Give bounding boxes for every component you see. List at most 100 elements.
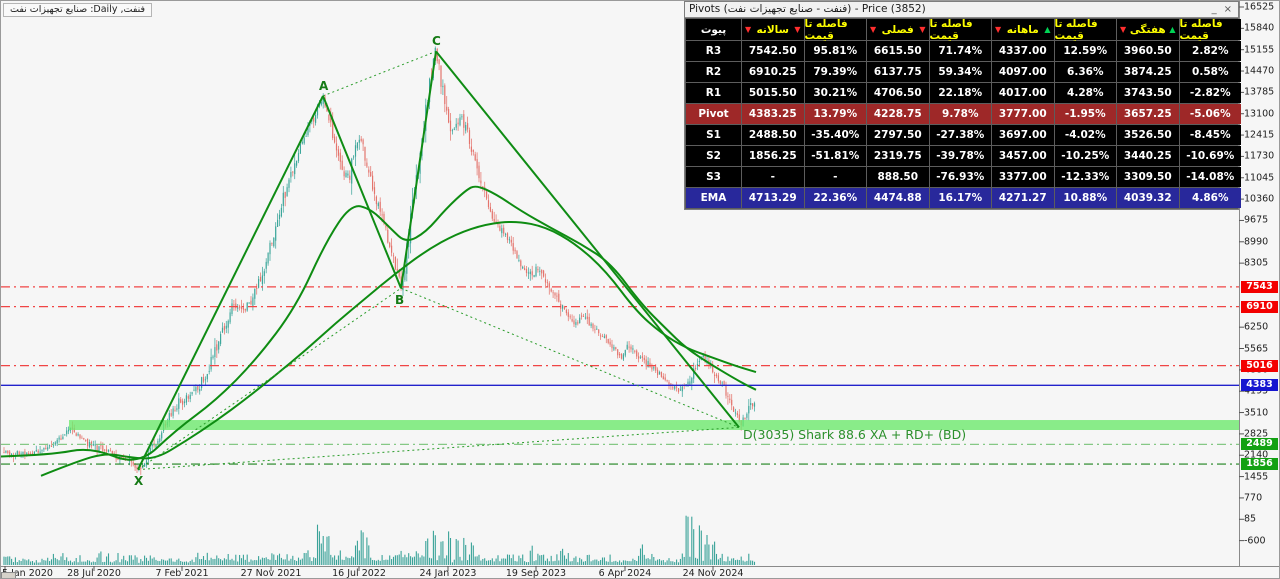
pivots-panel-titlebar[interactable]: Pivots (فنفت - صنايع تجهيزات نفت) - Pric… [685, 2, 1238, 18]
pivot-cell: -5.06% [1179, 104, 1241, 124]
pivot-cell: 7542.50 [742, 41, 804, 61]
pivot-cell: 1856.25 [742, 146, 804, 166]
pivot-cell: 3526.50 [1117, 125, 1179, 145]
price-tick-label: 6250 [1244, 321, 1269, 333]
price-tick-label: -600 [1244, 535, 1266, 547]
pivot-column-header: پیوت [686, 19, 741, 40]
pivot-cell: 2797.50 [867, 125, 929, 145]
pivot-cell: 4017.00 [992, 83, 1054, 103]
pivot-cell: 3743.50 [1117, 83, 1179, 103]
date-tick-label: 16 Jul 2022 [332, 568, 386, 579]
price-tick-label: 9675 [1244, 214, 1269, 226]
price-tick-label: 15155 [1244, 44, 1275, 56]
pivot-cell: 4271.27 [992, 188, 1054, 208]
price-tag: 1856 [1241, 458, 1278, 471]
pivot-cell: 3960.50 [1117, 41, 1179, 61]
pivot-cell: 3874.25 [1117, 62, 1179, 82]
price-tag: 6910 [1241, 300, 1278, 313]
price-tick-label: 11045 [1244, 172, 1275, 184]
price-tag: 2489 [1241, 438, 1278, 451]
pivot-cell: 4039.32 [1117, 188, 1179, 208]
pivot-row-label: Pivot [686, 104, 741, 124]
pivot-cell: 6137.75 [867, 62, 929, 82]
date-tick-label: 24 Jan 2023 [419, 568, 477, 579]
pivot-cell: - [742, 167, 804, 187]
price-tick-label: 85 [1244, 513, 1257, 525]
close-icon[interactable]: × [1223, 4, 1232, 15]
harmonic-point-label-x: X [134, 473, 144, 488]
price-tick-label: 12415 [1244, 129, 1275, 141]
pivot-cell: 9.78% [929, 104, 991, 124]
pivot-cell: 3309.50 [1117, 167, 1179, 187]
pivot-cell: 888.50 [867, 167, 929, 187]
pivot-cell: -2.82% [1179, 83, 1241, 103]
price-tick-label: 14470 [1244, 65, 1275, 77]
pivot-cell: 3457.00 [992, 146, 1054, 166]
pivot-cell: 79.39% [804, 62, 866, 82]
price-tag: 4383 [1241, 379, 1278, 392]
harmonic-d-annotation: D(3035) Shark 88.6 XA + RD+ (BD) [743, 427, 967, 442]
price-tick-label: 8305 [1244, 257, 1269, 269]
sort-down-icon: ▼ [870, 25, 877, 34]
pivot-cell: 12.59% [1054, 41, 1116, 61]
date-tick-label: 5 Jan 2020 [2, 568, 53, 579]
sort-down-icon: ▼ [995, 25, 1002, 34]
date-tick-label: 27 Nov 2021 [240, 568, 302, 579]
pivot-row-label: S3 [686, 167, 741, 187]
price-tick-label: 11730 [1244, 150, 1275, 162]
trend-up-icon: ▲ [1044, 25, 1051, 34]
minimize-icon[interactable]: _ [1211, 4, 1217, 15]
pivot-cell: -8.45% [1179, 125, 1241, 145]
date-tick-label: 28 Jul 2020 [67, 568, 121, 579]
pivot-column-header: فاصله تا قیمت [1054, 18, 1116, 42]
pivot-cell: 4383.25 [742, 104, 804, 124]
hscroll-thumb[interactable] [1, 572, 16, 578]
trend-down-icon: ▼ [919, 25, 926, 34]
pivot-cell: -14.08% [1179, 167, 1241, 187]
pivot-cell: 3697.00 [992, 125, 1054, 145]
pivot-cell: 2488.50 [742, 125, 804, 145]
pivot-cell: 3377.00 [992, 167, 1054, 187]
pivot-cell: 4.28% [1054, 83, 1116, 103]
pivot-cell: 3440.25 [1117, 146, 1179, 166]
pivot-cell: -10.25% [1054, 146, 1116, 166]
pivot-cell: 95.81% [804, 41, 866, 61]
pivot-row-label: EMA [686, 188, 741, 208]
date-tick-label: 7 Feb 2021 [155, 568, 209, 579]
pivots-panel-title: Pivots (فنفت - صنايع تجهيزات نفت) - Pric… [689, 3, 926, 15]
pivot-row-label: S1 [686, 125, 741, 145]
price-tick-label: 16525 [1244, 1, 1275, 13]
pivot-cell: 22.36% [804, 188, 866, 208]
date-tick-label: 19 Sep 2023 [505, 568, 567, 579]
pivot-column-header[interactable]: ▼ سالانه ▼ [742, 19, 804, 40]
pivot-cell: 2319.75 [867, 146, 929, 166]
trend-down-icon: ▼ [794, 25, 801, 34]
pivot-cell: 4.86% [1179, 188, 1241, 208]
price-tick-label: 8990 [1244, 236, 1269, 248]
price-tag: 5016 [1241, 359, 1278, 372]
pivot-cell: 2.82% [1179, 41, 1241, 61]
pivot-cell: -27.38% [929, 125, 991, 145]
pivot-column-header: فاصله تا قیمت [1179, 18, 1241, 42]
harmonic-point-label-a: A [319, 78, 329, 93]
price-tick-label: 2825 [1244, 428, 1269, 440]
pivot-cell: 5015.50 [742, 83, 804, 103]
price-tick-label: 1455 [1244, 471, 1269, 483]
pivot-cell: -35.40% [804, 125, 866, 145]
pivot-column-header[interactable]: ▼ فصلی ▼ [867, 19, 929, 40]
pivot-cell: -12.33% [1054, 167, 1116, 187]
pivot-column-header[interactable]: ▼ هفتگی ▲ [1117, 19, 1179, 40]
pivot-cell: -4.02% [1054, 125, 1116, 145]
pivot-cell: 6910.25 [742, 62, 804, 82]
date-tick-label: 6 Apr 2024 [598, 568, 652, 579]
price-tick-label: 15840 [1244, 22, 1275, 34]
price-tick-label: 3510 [1244, 407, 1269, 419]
price-tick-label: 10360 [1244, 193, 1275, 205]
pivot-cell: 10.88% [1054, 188, 1116, 208]
pivot-column-header[interactable]: ▼ ماهانه ▲ [992, 19, 1054, 40]
pivot-cell: 3777.00 [992, 104, 1054, 124]
sort-down-icon: ▼ [745, 25, 752, 34]
chart-symbol-label: فنفت, Daily: صنايع تجهيزات نفت [3, 3, 153, 17]
